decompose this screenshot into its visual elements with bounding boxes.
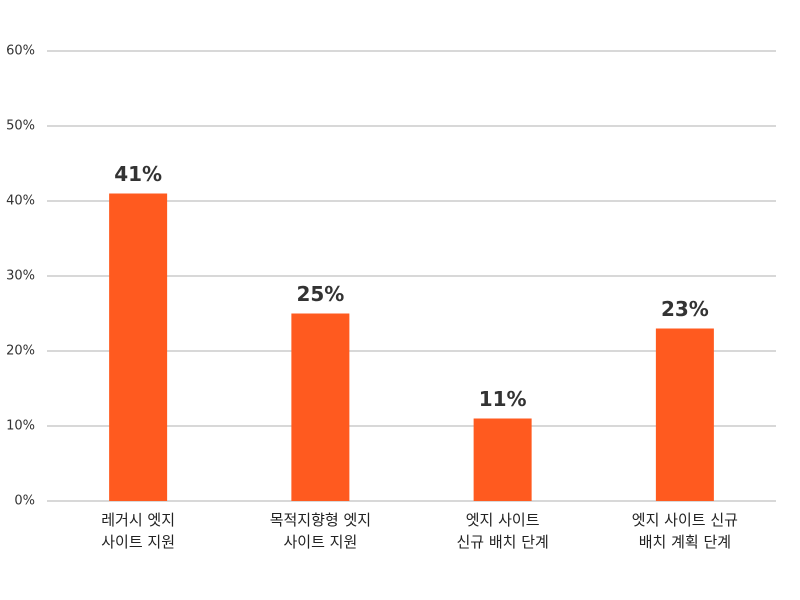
data-label: 11% <box>479 387 527 411</box>
data-label: 23% <box>661 297 709 321</box>
y-tick-label: 40% <box>6 194 35 209</box>
bar <box>109 193 168 501</box>
y-tick-label: 10% <box>6 419 35 434</box>
y-tick-label: 20% <box>6 344 35 359</box>
data-label: 41% <box>114 162 162 186</box>
y-tick-label: 50% <box>6 119 35 134</box>
x-tick-label: 엣지 사이트 신규 배치 단계 <box>456 511 549 551</box>
data-label: 25% <box>296 282 344 306</box>
x-tick-label: 엣지 사이트 신규 배치 계획 단계 <box>631 511 738 551</box>
y-tick-label: 30% <box>6 269 35 284</box>
x-tick-label: 레거시 엣지 사이트 지원 <box>101 511 176 551</box>
y-tick-label: 60% <box>6 44 35 59</box>
x-tick-label: 목적지향형 엣지 사이트 지원 <box>269 511 372 551</box>
y-tick-label: 0% <box>14 494 35 509</box>
bar <box>473 418 532 501</box>
bar <box>291 313 350 501</box>
bar <box>655 328 714 501</box>
